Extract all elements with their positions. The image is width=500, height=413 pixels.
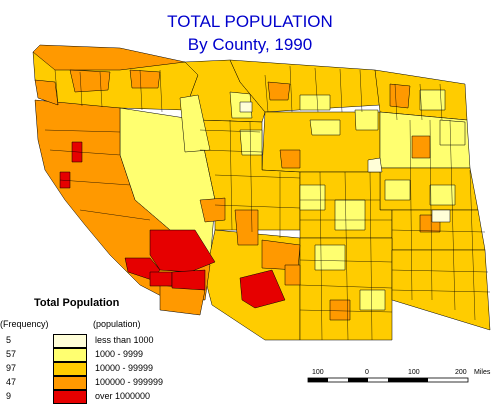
county-light: [359, 289, 386, 311]
county-light: [439, 119, 466, 146]
county-orange: [389, 83, 411, 109]
legend-frequency: 97: [6, 363, 17, 373]
scale-label: 0: [365, 369, 369, 376]
county-orange: [329, 299, 351, 321]
county-light: [384, 179, 411, 201]
county-very-light: [367, 157, 383, 173]
county-very-light: [239, 101, 253, 113]
legend-swatch: [53, 348, 87, 362]
scale-label: 200: [455, 369, 467, 376]
legend-label: 100000 - 999999: [95, 377, 164, 387]
county-light: [309, 119, 341, 136]
county-light: [239, 129, 263, 156]
county-light: [314, 244, 346, 271]
county-orange: [267, 81, 291, 101]
county-light: [419, 89, 446, 111]
map-subtitle: By County, 1990: [187, 35, 313, 54]
county-orange: [279, 149, 301, 169]
county-red: [59, 171, 71, 189]
scale-label: 100: [408, 369, 420, 376]
legend-frequency-header: (Frequency): [0, 319, 49, 329]
county-very-light: [431, 209, 451, 223]
legend-swatch: [53, 390, 87, 404]
county-light: [354, 109, 379, 131]
oklahoma-region: [391, 249, 491, 331]
legend-title: Total Population: [34, 297, 120, 309]
legend-swatch: [53, 376, 87, 390]
county-red: [239, 269, 286, 309]
county-light: [179, 94, 211, 153]
county-light: [299, 94, 331, 111]
legend-frequency: 9: [6, 391, 12, 401]
legend-label: 1000 - 9999: [95, 349, 144, 359]
legend-population-header: (population): [93, 319, 141, 329]
county-light: [429, 184, 456, 206]
legend-label: less than 1000: [95, 335, 154, 345]
scale-label: 100: [312, 369, 324, 376]
legend-frequency: 57: [6, 349, 17, 359]
county-orange: [411, 135, 431, 159]
legend-swatch: [53, 362, 87, 376]
scale-unit: Miles: [474, 369, 491, 376]
map-title: TOTAL POPULATION: [167, 12, 333, 31]
legend-label: 10000 - 99999: [95, 363, 154, 373]
county-red: [171, 269, 206, 291]
county-orange: [129, 69, 161, 89]
county-orange: [234, 209, 259, 246]
county-light: [299, 184, 326, 211]
legend-frequency: 5: [6, 335, 12, 345]
legend-label: over 1000000: [95, 391, 151, 401]
legend-swatch: [53, 334, 87, 348]
county-orange: [199, 197, 226, 223]
legend-frequency: 47: [6, 377, 17, 387]
